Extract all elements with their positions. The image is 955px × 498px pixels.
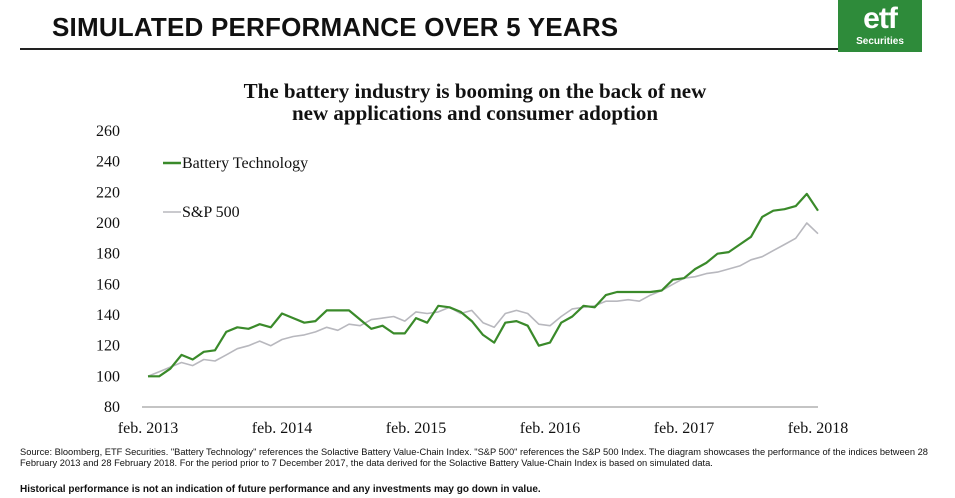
logo-main-text: etf (863, 2, 898, 35)
x-tick-label: feb. 2017 (654, 420, 714, 437)
y-tick-label: 160 (96, 276, 120, 293)
chart-title: The battery industry is booming on the b… (140, 80, 810, 124)
x-tick-label: feb. 2013 (118, 420, 178, 437)
header-divider (20, 48, 838, 50)
y-tick-label: 120 (96, 338, 120, 355)
series-line-sp-500 (147, 222, 819, 378)
x-tick-label: feb. 2018 (788, 420, 848, 437)
legend-label: S&P 500 (182, 204, 240, 221)
chart-legend: Battery Technology S&P 500 (163, 155, 308, 221)
y-tick-label: 240 (96, 154, 120, 171)
source-note: Source: Bloomberg, ETF Securities. "Batt… (20, 447, 928, 468)
y-tick-label: 180 (96, 246, 120, 263)
y-tick-label: 140 (96, 307, 120, 324)
performance-disclaimer: Historical performance is not an indicat… (20, 484, 541, 495)
x-tick-label: feb. 2016 (520, 420, 580, 437)
legend-label: Battery Technology (182, 155, 308, 172)
performance-line-chart: 80 100 120 140 160 180 200 220 240 260 feb. 2013 fe… (96, 123, 848, 437)
chart-axes: 80 100 120 140 160 180 200 220 240 260 feb. 2013 fe… (96, 123, 848, 437)
y-tick-label: 220 (96, 184, 120, 201)
x-tick-label: feb. 2014 (252, 420, 312, 437)
y-tick-label: 260 (96, 123, 120, 140)
chart-series (147, 192, 819, 378)
series-line-battery-technology (148, 192, 819, 378)
page-title: SIMULATED PERFORMANCE OVER 5 YEARS (52, 12, 619, 42)
y-tick-label: 100 (96, 368, 120, 385)
chart-title-line-1: The battery industry is booming on the b… (243, 79, 707, 103)
chart-title-line-2: new applications and consumer adoption (291, 101, 659, 125)
y-tick-label: 200 (96, 215, 120, 232)
y-tick-label: 80 (104, 399, 120, 416)
logo-sub-text: Securities (856, 36, 904, 47)
x-tick-label: feb. 2015 (386, 420, 446, 437)
etf-securities-logo: etf Securities (838, 0, 922, 52)
